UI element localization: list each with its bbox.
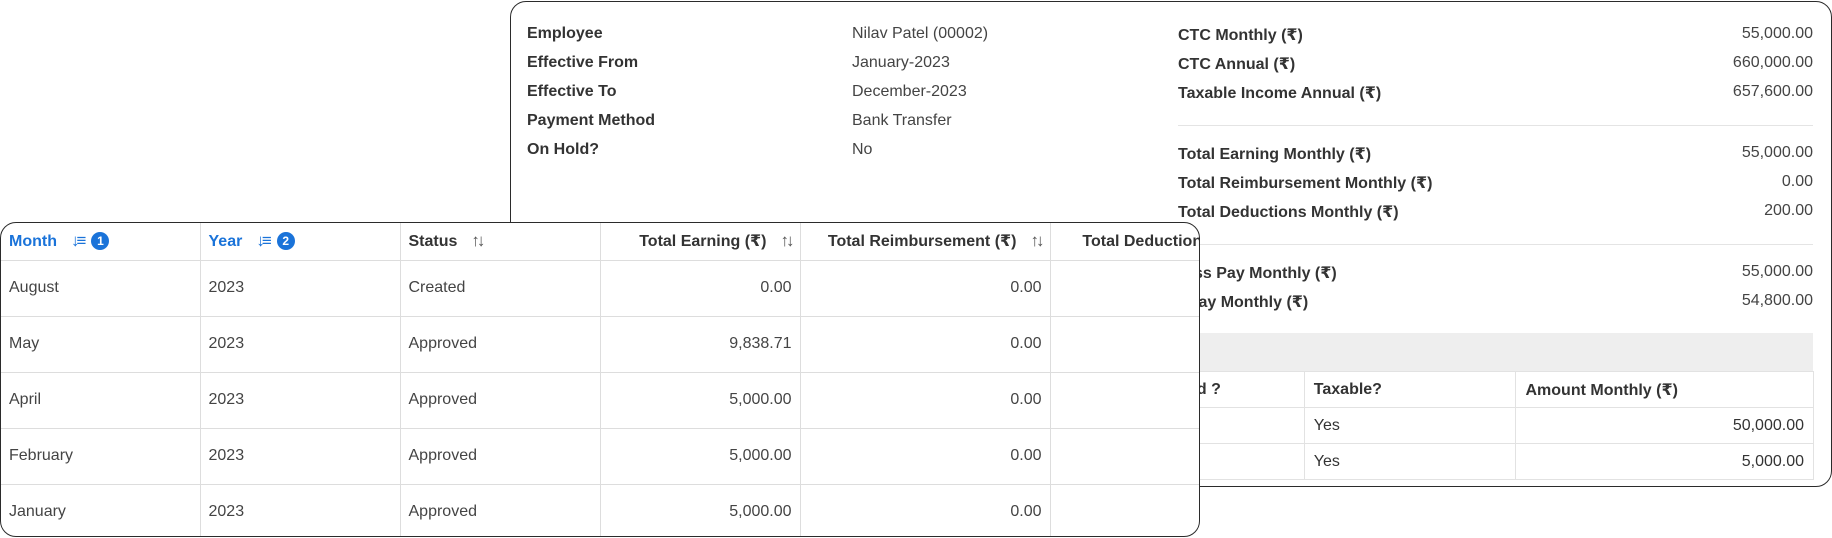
column-header-total-reimbursement[interactable]: Total Reimbursement (₹) ↑↓ xyxy=(800,223,1051,261)
gross-pay-value: 55,000.00 xyxy=(1741,263,1813,280)
cell-month: February xyxy=(1,428,201,485)
component-section-header xyxy=(1178,333,1813,371)
cell-total-reimbursement: 0.00 xyxy=(800,372,1051,429)
effective-to-value: December-2023 xyxy=(852,83,967,100)
cell-month: August xyxy=(1,260,201,317)
sort-both-icon[interactable]: ↑↓ xyxy=(1030,231,1045,251)
cell-year: 2023 xyxy=(200,484,401,536)
table-row[interactable]: Yes 5,000.00 xyxy=(1178,443,1814,480)
column-header-taxable: Taxable? xyxy=(1303,371,1517,408)
sort-desc-icon[interactable]: ↓≡ xyxy=(70,231,87,251)
cell-total-reimbursement: 0.00 xyxy=(800,484,1051,536)
cell-total-reimbursement: 0.00 xyxy=(800,428,1051,485)
effective-to-label: Effective To xyxy=(527,83,617,100)
payroll-list-card: Month ↓≡ 1 Year ↓≡ 2 Status ↑↓ Total Earning … xyxy=(0,222,1200,537)
employee-value: Nilav Patel (00002) xyxy=(852,25,989,42)
taxable-income-value: 657,600.00 xyxy=(1732,83,1813,100)
divider xyxy=(1178,125,1813,126)
divider xyxy=(1178,244,1813,245)
cell-status: Approved xyxy=(400,372,601,429)
column-label: Total Deduction (₹ xyxy=(1082,233,1200,251)
sort-order-badge: 2 xyxy=(276,232,295,251)
table-row[interactable]: February 2023 Approved 5,000.00 0.00 2 xyxy=(1,428,1199,485)
ctc-monthly-label: CTC Monthly (₹) xyxy=(1178,27,1303,44)
sort-both-icon[interactable]: ↑↓ xyxy=(471,231,485,251)
column-header-year[interactable]: Year ↓≡ 2 xyxy=(200,223,401,261)
cell-total-deduction xyxy=(1050,260,1199,317)
column-label: Total Earning (₹) xyxy=(639,233,767,251)
column-label: Status xyxy=(408,233,458,251)
on-hold-label: On Hold? xyxy=(527,141,599,158)
effective-from-label: Effective From xyxy=(527,54,639,71)
cell-total-deduction: 2 xyxy=(1050,484,1199,536)
cell-year: 2023 xyxy=(200,260,401,317)
ctc-annual-value: 660,000.00 xyxy=(1732,54,1813,71)
payment-method-label: Payment Method xyxy=(527,112,656,129)
cell-taxable: Yes xyxy=(1303,407,1517,444)
sort-both-icon[interactable]: ↑↓ xyxy=(780,231,795,251)
column-header-total-earning[interactable]: Total Earning (₹) ↑↓ xyxy=(600,223,801,261)
cell-total-deduction: 2 xyxy=(1050,428,1199,485)
sort-order-badge: 1 xyxy=(91,232,110,251)
column-header-total-deduction[interactable]: Total Deduction (₹ xyxy=(1050,223,1200,261)
ctc-annual-label: CTC Annual (₹) xyxy=(1178,56,1296,73)
effective-from-value: January-2023 xyxy=(852,54,950,71)
cell-amount: 5,000.00 xyxy=(1515,443,1814,480)
column-header-status[interactable]: Status ↑↓ xyxy=(400,223,601,261)
sort-desc-icon[interactable]: ↓≡ xyxy=(256,231,272,251)
column-label: Year xyxy=(208,233,243,251)
payroll-table: Month ↓≡ 1 Year ↓≡ 2 Status ↑↓ Total Earning … xyxy=(1,223,1200,536)
cell-status: Created xyxy=(400,260,601,317)
table-row[interactable]: April 2023 Approved 5,000.00 0.00 2 xyxy=(1,372,1199,429)
total-reimbursement-label: Total Reimbursement Monthly (₹) xyxy=(1178,175,1433,192)
on-hold-value: No xyxy=(852,141,873,158)
total-deductions-label: Total Deductions Monthly (₹) xyxy=(1178,204,1399,221)
cell-total-earning: 0.00 xyxy=(600,260,801,317)
cell-total-reimbursement: 0.00 xyxy=(800,260,1051,317)
total-earning-value: 55,000.00 xyxy=(1741,144,1813,161)
total-earning-label: Total Earning Monthly (₹) xyxy=(1178,146,1372,163)
cell-month: April xyxy=(1,372,201,429)
net-pay-value: 54,800.00 xyxy=(1741,292,1813,309)
cell-status: Approved xyxy=(400,428,601,485)
ctc-monthly-value: 55,000.00 xyxy=(1741,25,1813,42)
cell-total-deduction: 2 xyxy=(1050,316,1199,373)
table-header-row: Month ↓≡ 1 Year ↓≡ 2 Status ↑↓ Total Earning … xyxy=(1,223,1200,261)
column-header-amount: Amount Monthly (₹) xyxy=(1515,371,1814,408)
taxable-income-label: Taxable Income Annual (₹) xyxy=(1178,85,1382,102)
gross-pay-label: ross Pay Monthly (₹) xyxy=(1178,265,1337,282)
cell-month: January xyxy=(1,484,201,536)
cell-year: 2023 xyxy=(200,316,401,373)
cell-total-earning: 9,838.71 xyxy=(600,316,801,373)
cell-total-deduction: 2 xyxy=(1050,372,1199,429)
payment-method-value: Bank Transfer xyxy=(852,112,952,129)
total-deductions-value: 200.00 xyxy=(1764,202,1813,219)
column-label: Total Reimbursement (₹) xyxy=(827,233,1017,251)
cell-total-reimbursement: 0.00 xyxy=(800,316,1051,373)
table-row[interactable]: Yes 50,000.00 xyxy=(1178,407,1814,444)
net-pay-label: t Pay Monthly (₹) xyxy=(1178,294,1309,311)
salary-components-table: ed ? Taxable? Amount Monthly (₹) Yes 50,… xyxy=(1178,371,1814,480)
total-reimbursement-value: 0.00 xyxy=(1781,173,1813,190)
cell-total-earning: 5,000.00 xyxy=(600,428,801,485)
table-row[interactable]: May 2023 Approved 9,838.71 0.00 2 xyxy=(1,316,1199,373)
column-header-month[interactable]: Month ↓≡ 1 xyxy=(1,223,201,261)
employee-label: Employee xyxy=(527,25,603,42)
cell-year: 2023 xyxy=(200,372,401,429)
cell-status: Approved xyxy=(400,316,601,373)
column-label: Month xyxy=(9,233,57,251)
table-row[interactable]: August 2023 Created 0.00 0.00 xyxy=(1,260,1199,317)
table-row[interactable]: January 2023 Approved 5,000.00 0.00 2 xyxy=(1,484,1199,536)
table-header-row: ed ? Taxable? Amount Monthly (₹) xyxy=(1178,371,1814,408)
cell-total-earning: 5,000.00 xyxy=(600,484,801,536)
cell-month: May xyxy=(1,316,201,373)
cell-taxable: Yes xyxy=(1303,443,1517,480)
cell-status: Approved xyxy=(400,484,601,536)
cell-total-earning: 5,000.00 xyxy=(600,372,801,429)
cell-year: 2023 xyxy=(200,428,401,485)
cell-amount: 50,000.00 xyxy=(1515,407,1814,444)
